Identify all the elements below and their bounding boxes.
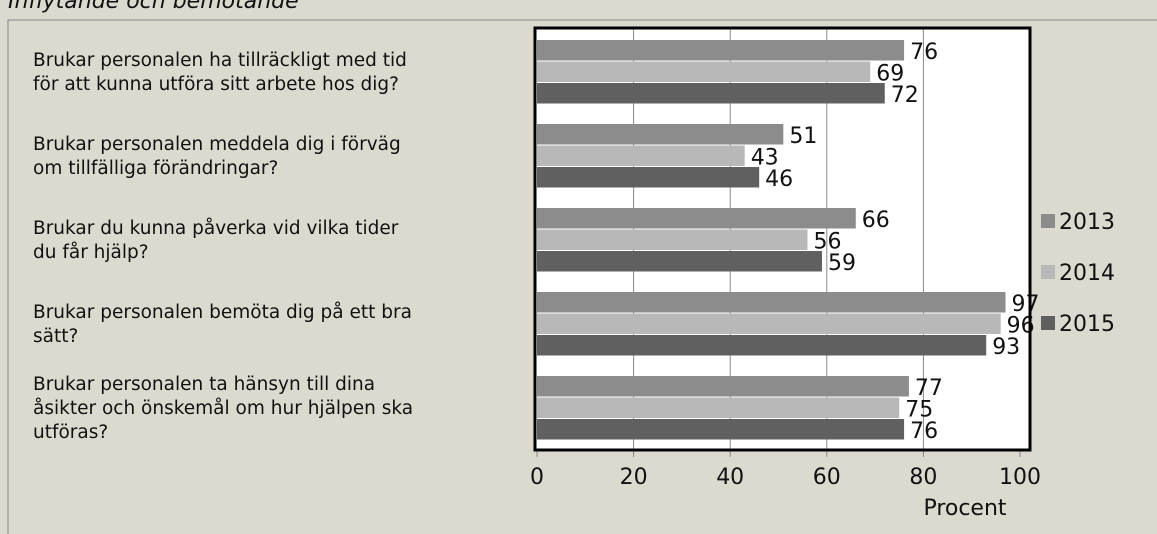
category-label: Brukar personalen bemöta dig på ett bra xyxy=(33,302,412,323)
category-label: om tillfälliga förändringar? xyxy=(33,158,278,179)
legend-swatch xyxy=(1041,214,1055,228)
category-label: Brukar du kunna påverka vid vilka tider xyxy=(33,218,399,239)
bar xyxy=(537,313,1001,334)
bar xyxy=(537,167,760,188)
x-axis-label: Procent xyxy=(923,496,1006,521)
value-label: 72 xyxy=(891,83,919,108)
category-label: åsikter och önskemål om hur hjälpen ska xyxy=(33,398,413,419)
value-label: 76 xyxy=(910,40,938,65)
x-tick-label: 40 xyxy=(716,465,744,490)
x-tick-label: 20 xyxy=(620,465,648,490)
legend-swatch xyxy=(1041,265,1055,279)
category-label: för att kunna utföra sitt arbete hos dig… xyxy=(33,74,399,95)
value-label: 75 xyxy=(905,398,933,423)
category-label: utföras? xyxy=(33,422,108,443)
legend-label: 2015 xyxy=(1059,312,1115,337)
chart-title: Inflytande och bemötande xyxy=(8,0,299,14)
value-label: 97 xyxy=(1012,292,1040,317)
category-label: du får hjälp? xyxy=(33,242,149,263)
value-label: 43 xyxy=(751,146,779,171)
bar xyxy=(537,251,822,272)
bar xyxy=(537,145,745,166)
category-label: sätt? xyxy=(33,326,78,347)
bar xyxy=(537,292,1006,313)
bar xyxy=(537,397,900,418)
x-tick-label: 0 xyxy=(530,465,544,490)
frame xyxy=(7,19,1157,534)
value-label: 69 xyxy=(876,62,904,87)
value-label: 46 xyxy=(765,167,793,192)
bar xyxy=(537,376,909,397)
bar xyxy=(537,335,987,356)
value-label: 76 xyxy=(910,419,938,444)
bar xyxy=(537,83,885,104)
category-label: Brukar personalen ta hänsyn till dina xyxy=(33,374,375,395)
x-tick-label: 60 xyxy=(813,465,841,490)
bar xyxy=(537,229,808,250)
bar xyxy=(537,61,871,82)
value-label: 59 xyxy=(828,251,856,276)
value-label: 56 xyxy=(813,230,841,255)
value-label: 77 xyxy=(915,376,943,401)
x-tick-label: 80 xyxy=(909,465,937,490)
category-label: Brukar personalen meddela dig i förväg xyxy=(33,134,401,155)
bar xyxy=(537,208,856,229)
category-label: Brukar personalen ha tillräckligt med ti… xyxy=(33,50,407,71)
legend-label: 2014 xyxy=(1059,261,1115,286)
bar xyxy=(537,419,905,440)
x-tick-label: 100 xyxy=(999,465,1041,490)
value-label: 66 xyxy=(862,208,890,233)
legend-label: 2013 xyxy=(1059,210,1115,235)
bar xyxy=(537,40,905,61)
value-label: 93 xyxy=(992,335,1020,360)
legend-swatch xyxy=(1041,316,1055,330)
value-label: 51 xyxy=(789,124,817,149)
plot-border xyxy=(533,26,1032,452)
bar xyxy=(537,124,784,145)
